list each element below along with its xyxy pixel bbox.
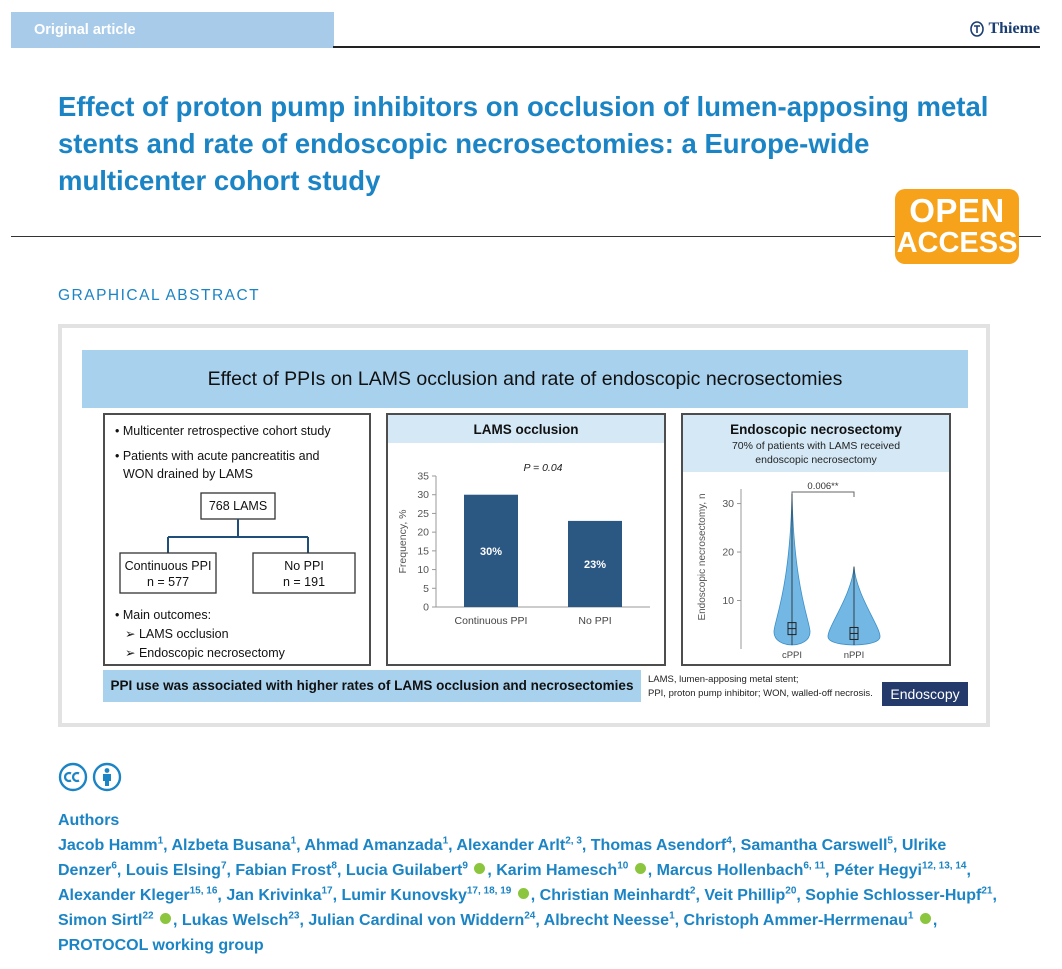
bar [464,494,518,607]
chart-subtitle-line2: endoscopic necrosectomy [755,454,877,466]
bullet-population-1: • Patients with acute pancreatitis and [115,449,320,463]
abbreviation-note: LAMS, lumen-apposing metal stent; PPI, p… [648,673,873,701]
orcid-icon[interactable] [160,913,172,924]
study-design-panel: • Multicenter retrospective cohort study… [103,413,371,666]
total-label: 768 LAMS [208,499,268,513]
chart-title: Endoscopic necrosectomy [730,422,902,437]
orcid-icon[interactable] [919,913,931,924]
outcome-necrosectomy: ➢ Endoscopic necrosectomy [125,646,285,660]
y-tick-label: 0 [423,602,429,614]
chart-title-band [388,415,664,443]
y-tick-label: 25 [417,508,429,520]
open-access-badge: OPEN ACCESS [895,189,1019,264]
authors-heading: Authors [58,812,120,829]
orcid-icon[interactable] [474,863,486,874]
y-tick-label: 35 [417,471,429,483]
y-tick-label: 30 [722,498,734,510]
bullet-population-2: WON drained by LAMS [123,467,253,481]
chart-title: LAMS occlusion [473,422,578,437]
y-tick-label: 5 [423,583,429,595]
outcome-occlusion: ➢ LAMS occlusion [125,627,229,641]
group1-name: Continuous PPI [124,559,212,573]
total-box [200,492,276,520]
article-title: Effect of proton pump inhibitors on occl… [58,91,989,196]
y-tick-label: 20 [417,527,429,539]
group1-count: n = 577 [146,575,190,589]
y-tick-label: 30 [417,489,429,501]
publisher-name: Thieme [988,20,1040,37]
x-tick-label: cPPI [782,650,802,661]
lams-occlusion-panel: LAMS occlusion 0 5 10 15 20 25 30 35 Frequency, %… [386,413,666,666]
publisher-logo[interactable]: Thieme [970,20,1040,38]
significance-annotation: 0.006** [807,481,838,492]
y-axis-label: Frequency, % [397,510,409,574]
abbreviation-line2: PPI, proton pump inhibitor; WON, walled-… [648,688,873,699]
x-tick-label: No PPI [578,615,611,627]
abbreviation-line1: LAMS, lumen-apposing metal stent; [648,674,799,685]
y-tick-label: 15 [417,545,429,557]
article-type-tag: Original article [11,12,334,48]
outcomes-heading: • Main outcomes: [115,608,212,622]
article-type-label: Original article [34,22,136,38]
chart-subtitle-line1: 70% of patients with LAMS received [732,440,900,452]
open-access-line1: OPEN [909,191,1005,229]
thieme-emblem-icon [970,21,985,37]
orcid-icon[interactable] [634,863,646,874]
conclusion-banner: PPI use was associated with higher rates… [103,670,641,702]
cc-icon[interactable] [58,762,88,792]
group2-box [252,552,356,594]
author-list: Jacob Hamm1, Alzbeta Busana1, Ahmad Aman… [58,835,997,954]
p-value-annotation: P = 0.04 [523,462,562,474]
y-tick-label: 20 [722,547,734,559]
necrosectomy-chart: Endoscopic necrosectomy 70% of patients w… [683,415,949,661]
orcid-icon[interactable] [517,888,529,899]
by-icon[interactable] [92,762,122,792]
x-tick-label: Continuous PPI [455,615,528,627]
graphical-abstract-banner: Effect of PPIs on LAMS occlusion and rat… [82,350,968,408]
open-access-line2: ACCESS [896,226,1018,259]
y-tick-label: 10 [417,564,429,576]
significance-bracket [791,491,855,497]
y-axis-label: Endoscopic necrosectomy, n [697,493,708,620]
group2-name: No PPI [284,559,324,573]
lams-occlusion-chart: LAMS occlusion 0 5 10 15 20 25 30 35 Frequency, %… [388,415,664,627]
journal-logo: Endoscopy [882,682,968,706]
title-rule [11,236,1041,237]
chart-title-band [683,415,949,472]
graphical-abstract-label: GRAPHICAL ABSTRACT [58,287,261,304]
header-rule [333,46,1040,48]
bar-data-label: 30% [480,546,502,558]
x-tick-label: nPPI [844,650,865,661]
necrosectomy-panel: Endoscopic necrosectomy 70% of patients w… [681,413,951,666]
group1-box [119,552,217,594]
bullet-study-type: • Multicenter retrospective cohort study [115,424,331,438]
y-tick-label: 10 [722,595,734,607]
flow-diagram [119,492,356,594]
bar [568,520,622,607]
license-icons[interactable] [58,762,122,792]
bar-data-label: 23% [584,559,606,571]
group2-count: n = 191 [282,575,326,589]
